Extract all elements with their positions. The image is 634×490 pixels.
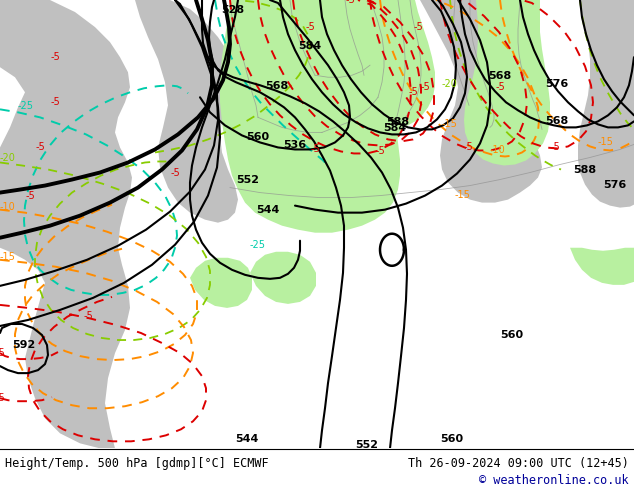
Text: -5: -5 — [25, 191, 35, 200]
Text: 584: 584 — [384, 123, 406, 133]
Text: 576: 576 — [603, 179, 626, 190]
Text: © weatheronline.co.uk: © weatheronline.co.uk — [479, 474, 629, 487]
Text: -5: -5 — [413, 22, 423, 32]
Text: -20: -20 — [442, 79, 458, 89]
Text: -5: -5 — [50, 52, 60, 62]
Text: Height/Temp. 500 hPa [gdmp][°C] ECMWF: Height/Temp. 500 hPa [gdmp][°C] ECMWF — [5, 457, 269, 470]
Text: Th 26-09-2024 09:00 UTC (12+45): Th 26-09-2024 09:00 UTC (12+45) — [408, 457, 629, 470]
Text: -15: -15 — [442, 120, 458, 129]
Text: 576: 576 — [545, 79, 568, 89]
Text: 528: 528 — [221, 5, 245, 15]
Text: 568: 568 — [265, 81, 288, 91]
Text: -5: -5 — [170, 168, 180, 177]
Text: -5: -5 — [50, 98, 60, 107]
Text: 560: 560 — [500, 330, 523, 340]
Text: 568: 568 — [545, 116, 568, 126]
Text: -25: -25 — [18, 101, 34, 111]
Text: -10: -10 — [0, 201, 16, 212]
Text: 544: 544 — [256, 205, 280, 215]
Text: -5: -5 — [0, 348, 5, 358]
Text: 560: 560 — [440, 434, 463, 444]
Text: -5: -5 — [495, 82, 505, 92]
Text: 588: 588 — [387, 118, 410, 127]
Text: 560: 560 — [247, 132, 269, 143]
Text: 536: 536 — [283, 141, 307, 150]
Text: -5: -5 — [83, 311, 93, 321]
Text: 544: 544 — [235, 434, 259, 444]
Text: -5: -5 — [0, 393, 5, 403]
Text: 552: 552 — [236, 174, 259, 185]
Text: -15: -15 — [598, 137, 614, 147]
Text: 568: 568 — [488, 71, 511, 81]
Text: -20: -20 — [0, 153, 16, 164]
Text: -30: -30 — [78, 0, 94, 2]
Text: -5: -5 — [463, 143, 473, 152]
Text: -10: -10 — [490, 146, 506, 155]
Text: -15: -15 — [0, 252, 16, 262]
Text: -15: -15 — [455, 190, 471, 199]
Text: 592: 592 — [12, 340, 36, 350]
Text: -5: -5 — [35, 143, 45, 152]
Text: -5: -5 — [345, 0, 355, 5]
Text: -5: -5 — [550, 143, 560, 152]
Text: -5: -5 — [305, 22, 315, 32]
Text: -5: -5 — [375, 147, 385, 156]
Text: 588: 588 — [573, 165, 596, 174]
Text: 584: 584 — [298, 41, 321, 51]
Text: -25: -25 — [250, 240, 266, 250]
Text: 552: 552 — [355, 441, 378, 450]
Text: -5: -5 — [420, 82, 430, 92]
Text: -5: -5 — [310, 145, 320, 154]
Text: -5: -5 — [408, 87, 418, 98]
